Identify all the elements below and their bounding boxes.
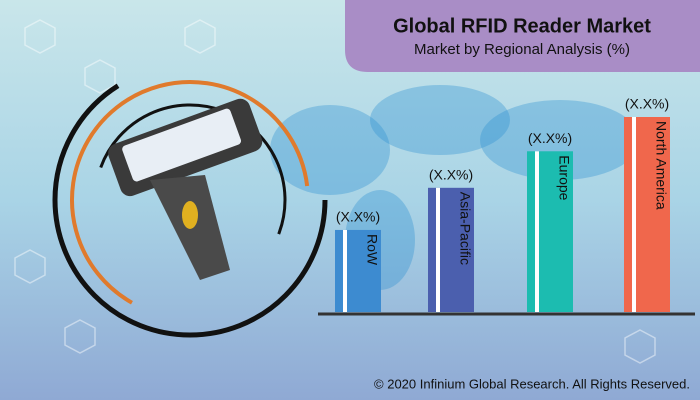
footer: © 2020 Infinium Global Research. All Rig… [374,376,690,391]
bar-stripe [632,117,636,312]
category-label: Asia-Pacific [457,192,473,265]
value-label: (X.X%) [528,130,572,146]
hexagon-decoration [14,19,656,364]
bar [335,229,381,312]
bar-stripe [343,229,347,312]
value-label: (X.X%) [429,167,473,183]
world-map-decoration [270,85,640,290]
bar-stripe [436,187,440,312]
category-label: RoW [364,234,380,266]
bar-stripe [535,151,539,312]
title-banner [345,0,700,72]
value-label: (X.X%) [625,96,669,112]
bar [624,117,670,312]
value-label: (X.X%) [336,209,380,225]
category-label: Europe [556,155,572,200]
chart-title: Global RFID Reader Market [393,15,651,37]
bar [428,187,474,312]
category-label: North America [653,121,669,210]
bar [527,151,573,312]
device-decoration [52,62,328,338]
chart-subtitle: Market by Regional Analysis (%) [414,41,630,58]
